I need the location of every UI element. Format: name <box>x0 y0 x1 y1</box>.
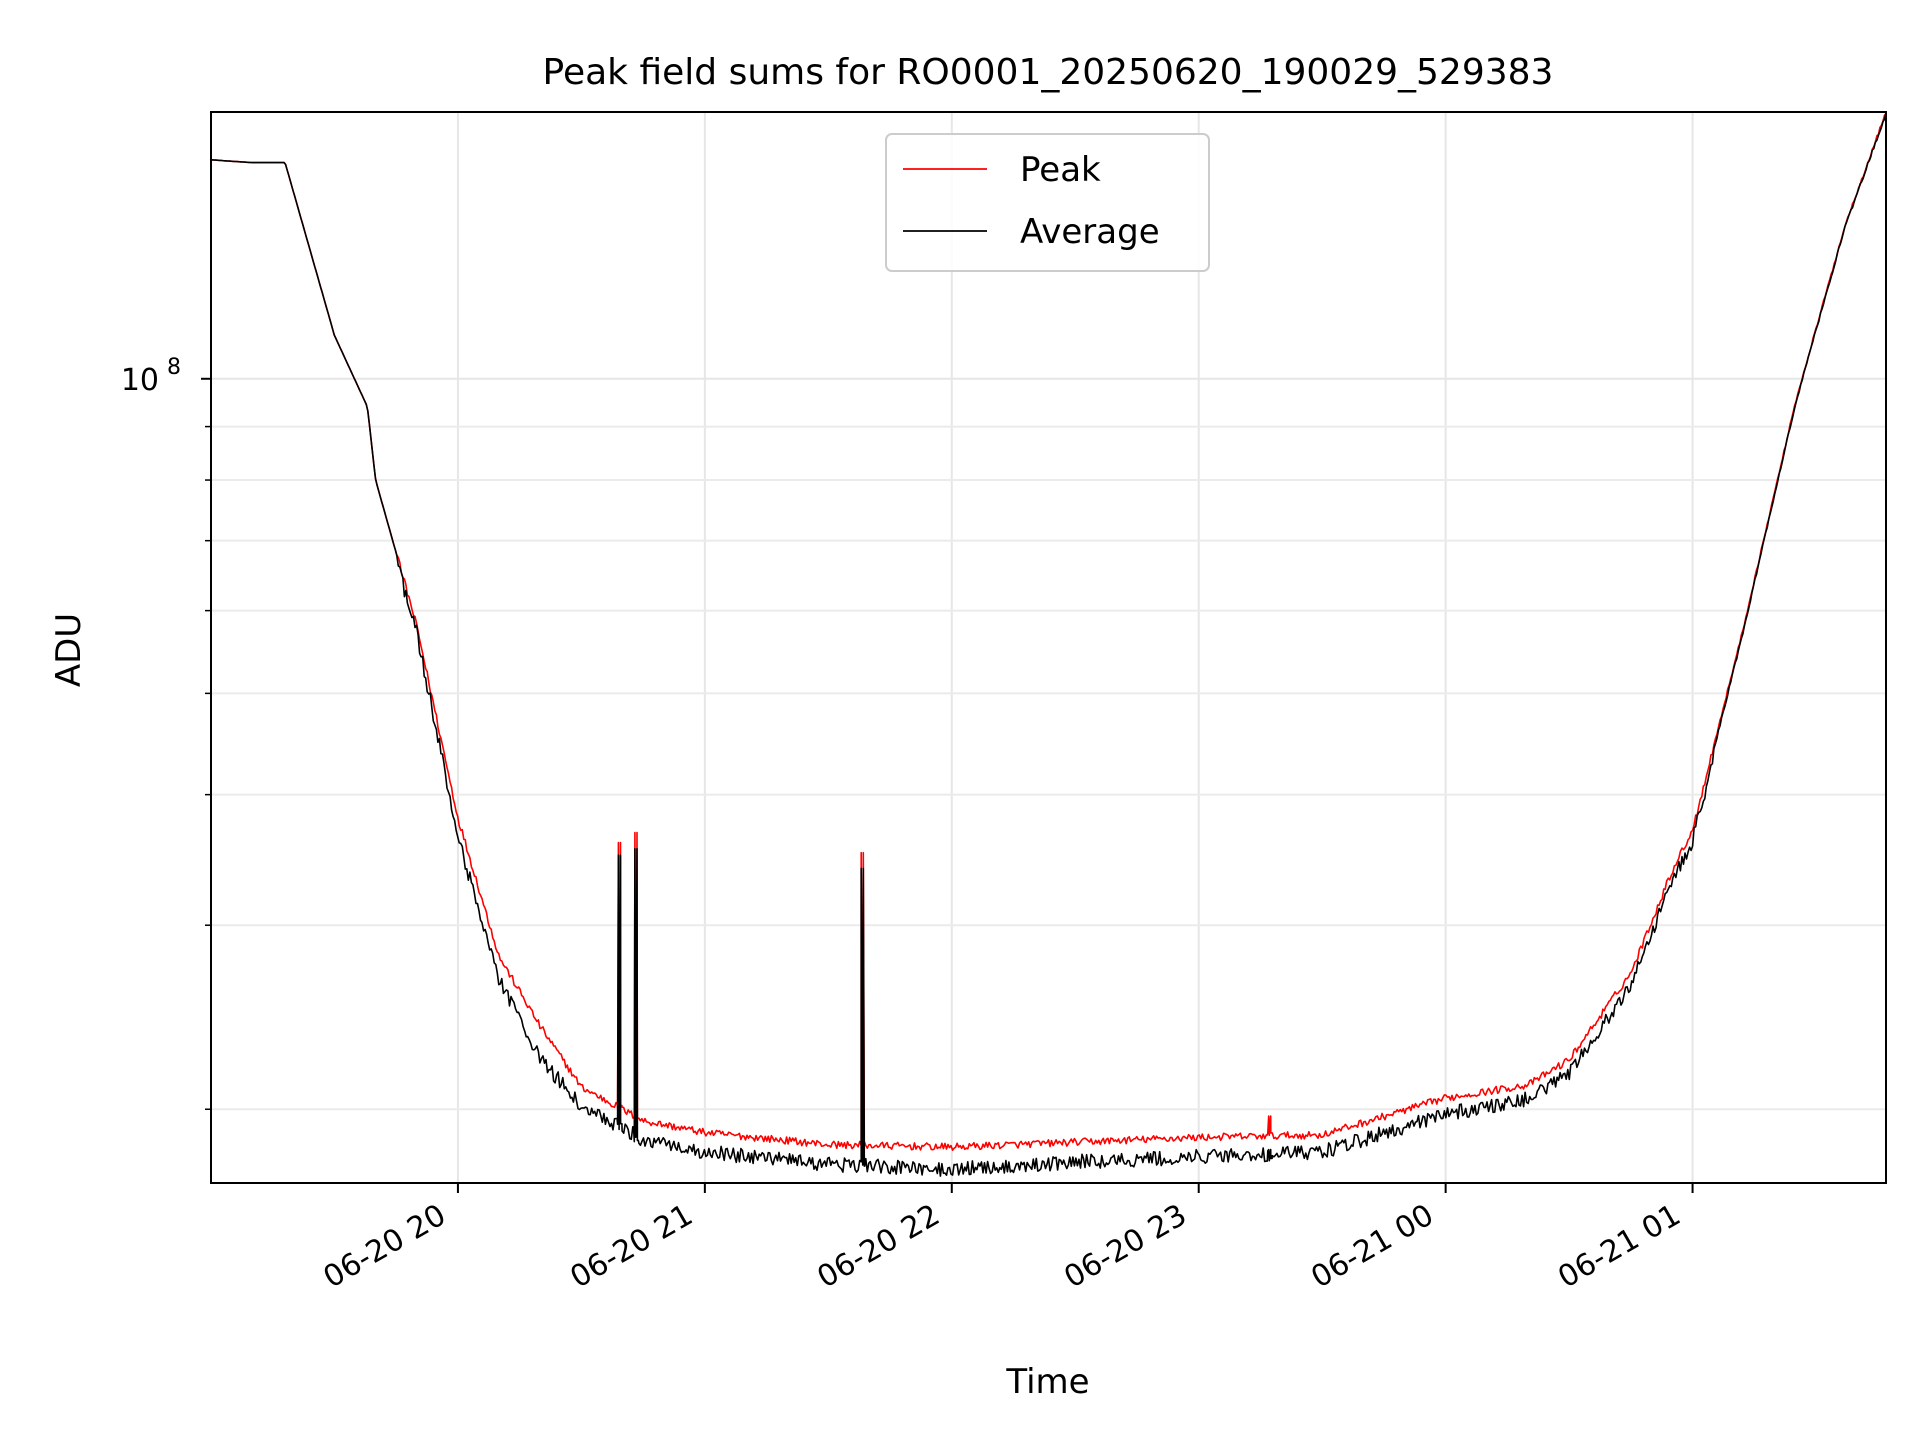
legend-label-peak: Peak <box>1020 150 1101 190</box>
legend: Peak Average <box>885 133 1210 272</box>
legend-label-average: Average <box>1020 212 1160 252</box>
series-line-peak <box>210 112 1887 1151</box>
chart-title: Peak field sums for RO0001_20250620_1900… <box>543 52 1554 93</box>
plot-frame <box>210 111 1887 1184</box>
x-axis-label: Time <box>1005 1362 1089 1402</box>
y-axis-label: ADU <box>49 613 89 687</box>
grid-lines <box>211 112 1886 1183</box>
y-axis-ticks: 10 8 <box>121 355 211 1110</box>
series-lines <box>210 112 1887 1177</box>
y-tick-label: 10 <box>121 363 159 398</box>
y-tick-label-exponent: 8 <box>167 355 181 380</box>
series-line-average <box>210 112 1887 1177</box>
